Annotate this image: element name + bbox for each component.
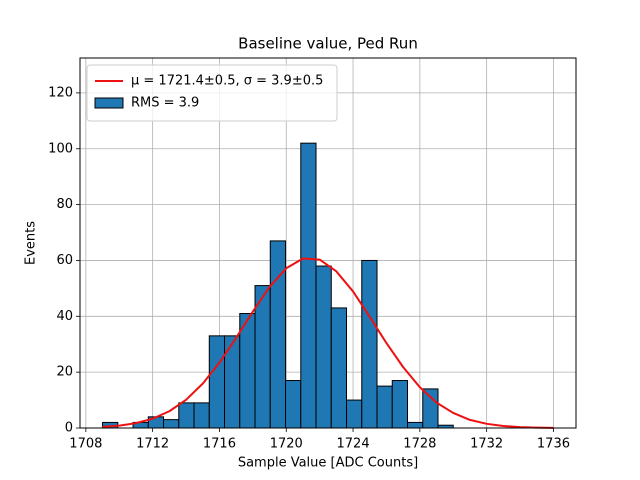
- bar: [346, 399, 363, 429]
- x-tick-label: 1736: [537, 437, 570, 452]
- bar: [269, 240, 287, 429]
- y-tick-label: 60: [56, 253, 73, 268]
- chart-title: Baseline value, Ped Run: [238, 35, 418, 53]
- bar: [407, 421, 424, 429]
- y-tick-label: 80: [56, 197, 73, 212]
- x-tick-label: 1716: [203, 437, 236, 452]
- x-tick-label: 1732: [470, 437, 503, 452]
- x-tick-label: 1728: [403, 437, 436, 452]
- axes-frame: [79, 57, 577, 429]
- legend: μ = 1721.4±0.5, σ = 3.9±0.5 RMS = 3.9: [86, 64, 338, 122]
- y-tick-label: 20: [56, 365, 73, 380]
- bar: [315, 265, 332, 429]
- bar: [254, 285, 271, 429]
- bar: [330, 307, 348, 429]
- bar: [422, 388, 439, 429]
- bar: [300, 142, 317, 429]
- bar: [361, 259, 378, 429]
- y-tick-label: 120: [48, 85, 73, 100]
- y-tick-label: 100: [48, 141, 73, 156]
- legend-label: RMS = 3.9: [131, 96, 199, 111]
- legend-swatch: [94, 97, 124, 109]
- bar: [163, 419, 180, 429]
- y-tick-label: 0: [65, 421, 73, 436]
- y-axis-label: Events: [24, 221, 39, 265]
- y-tick-label: 40: [56, 309, 73, 324]
- bar: [193, 402, 210, 429]
- x-tick-label: 1720: [270, 437, 303, 452]
- bar: [208, 335, 226, 429]
- bar: [239, 313, 256, 429]
- bar: [178, 402, 195, 429]
- bar: [224, 335, 241, 429]
- bar: [285, 380, 302, 429]
- legend-label: μ = 1721.4±0.5, σ = 3.9±0.5: [131, 74, 323, 89]
- x-axis-label: Sample Value [ADC Counts]: [238, 456, 418, 471]
- fit-line: [102, 257, 554, 429]
- legend-box: [86, 64, 338, 122]
- x-tick-label: 1724: [337, 437, 370, 452]
- bar: [391, 380, 409, 429]
- bar: [376, 385, 393, 429]
- x-tick-label: 1708: [69, 437, 102, 452]
- x-tick-label: 1712: [136, 437, 169, 452]
